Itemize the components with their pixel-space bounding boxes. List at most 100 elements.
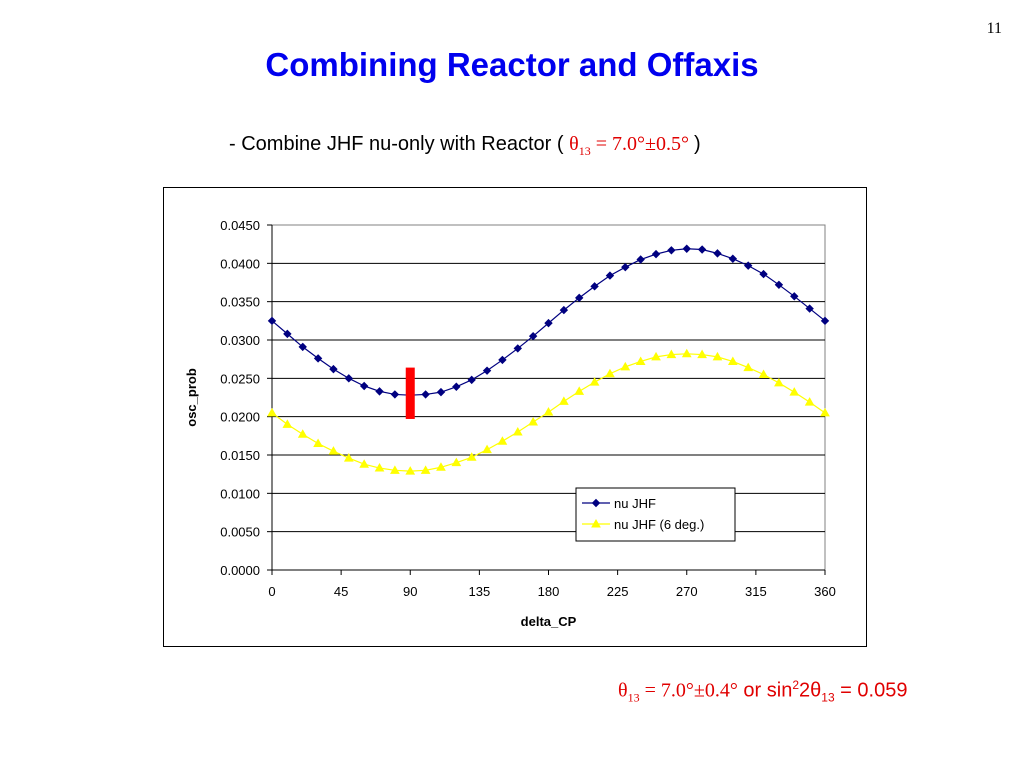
data-point-nu-jhf-6deg — [697, 349, 707, 359]
data-point-nu-jhf-6deg — [558, 396, 569, 405]
y-tick-label: 0.0050 — [220, 525, 260, 540]
legend-label-nu-jhf-6deg: nu JHF (6 deg.) — [614, 517, 704, 532]
chart-frame: 0.0000 0.0050 0.0100 0.0150 0.0200 0.0250 0.03… — [163, 187, 867, 647]
data-point-nu-jhf-6deg — [635, 356, 646, 365]
data-point-nu-jhf — [605, 271, 615, 280]
data-point-nu-jhf — [575, 293, 584, 303]
x-tick-label: 90 — [403, 584, 417, 599]
osc-prob-chart: 0.0000 0.0050 0.0100 0.0150 0.0200 0.0250 0.03… — [184, 218, 836, 629]
subtitle-theta-expression: θ13 = 7.0°±0.5° — [569, 133, 694, 158]
data-point-nu-jhf — [805, 304, 814, 313]
data-point-nu-jhf — [559, 305, 569, 315]
data-point-nu-jhf-6deg — [774, 377, 784, 387]
footnote-subscript: 13 — [821, 690, 835, 705]
x-tick-label: 0 — [268, 584, 275, 599]
data-point-nu-jhf — [682, 244, 691, 253]
data-point-nu-jhf-6deg — [359, 459, 370, 468]
data-point-nu-jhf — [329, 364, 338, 374]
data-point-nu-jhf — [697, 245, 707, 254]
footnote-superscript: 2 — [792, 678, 800, 692]
legend-label-nu-jhf: nu JHF — [614, 496, 656, 511]
data-point-nu-jhf — [667, 246, 676, 255]
data-point-nu-jhf-6deg — [420, 465, 431, 474]
y-tick-label: 0.0200 — [220, 410, 260, 425]
data-point-nu-jhf — [820, 316, 830, 326]
x-tick-label: 180 — [538, 584, 560, 599]
data-point-nu-jhf-6deg — [743, 362, 754, 372]
data-point-nu-jhf — [590, 282, 599, 291]
data-point-nu-jhf-6deg — [804, 397, 815, 406]
data-point-nu-jhf-6deg — [620, 361, 631, 371]
data-point-nu-jhf — [344, 374, 354, 383]
data-point-nu-jhf-6deg — [727, 356, 738, 365]
footnote-theta-symbol: θ — [618, 679, 628, 702]
data-point-nu-jhf — [390, 390, 400, 399]
data-point-nu-jhf-6deg — [589, 377, 600, 386]
data-point-nu-jhf — [743, 261, 753, 270]
data-point-nu-jhf — [728, 254, 738, 263]
data-point-nu-jhf-6deg — [267, 407, 277, 417]
data-point-nu-jhf-6deg — [497, 436, 508, 445]
data-point-nu-jhf — [482, 366, 492, 375]
data-point-nu-jhf — [513, 344, 522, 353]
data-point-nu-jhf-6deg — [297, 429, 308, 438]
data-point-nu-jhf — [528, 331, 538, 341]
theta13-error-bar — [405, 367, 415, 419]
y-tick-label: 0.0450 — [220, 218, 260, 233]
legend-marker-nu-jhf-6deg — [591, 518, 601, 528]
data-point-nu-jhf-6deg — [543, 407, 554, 416]
data-point-nu-jhf — [313, 354, 323, 363]
x-tick-label: 135 — [469, 584, 491, 599]
data-point-nu-jhf-6deg — [328, 446, 339, 455]
subtitle-theta-value: = 7.0°±0.5° — [590, 133, 694, 155]
page-number: 11 — [986, 20, 1002, 37]
footnote-theta-value: = 7.0°±0.4° — [639, 679, 738, 702]
data-point-nu-jhf — [621, 262, 630, 272]
data-point-nu-jhf-6deg — [651, 351, 661, 361]
data-point-nu-jhf-6deg — [313, 438, 323, 447]
x-tick-label: 225 — [607, 584, 629, 599]
subtitle-prefix: - Combine JHF nu-only with Reactor ( — [229, 133, 570, 155]
data-point-nu-jhf-6deg — [681, 348, 692, 358]
data-point-nu-jhf-6deg — [820, 407, 830, 417]
data-point-nu-jhf — [359, 381, 369, 391]
data-point-nu-jhf-6deg — [789, 387, 800, 396]
data-point-nu-jhf — [436, 387, 446, 397]
slide-title: Combining Reactor and Offaxis — [265, 46, 759, 83]
data-point-nu-jhf — [498, 355, 507, 365]
data-point-nu-jhf-6deg — [758, 369, 769, 378]
data-point-nu-jhf — [774, 280, 784, 290]
data-point-nu-jhf — [636, 255, 645, 264]
x-tick-label: 360 — [814, 584, 836, 599]
data-point-nu-jhf-6deg — [512, 426, 523, 436]
data-point-nu-jhf-6deg — [712, 351, 723, 361]
subtitle: - Combine JHF nu-only with Reactor ( θ13… — [229, 133, 701, 159]
data-point-nu-jhf — [452, 382, 461, 391]
data-point-nu-jhf-6deg — [374, 463, 385, 472]
y-tick-label: 0.0350 — [220, 295, 260, 310]
x-tick-label: 45 — [334, 584, 348, 599]
data-point-nu-jhf-6deg — [343, 453, 354, 462]
footnote-or-text: or sin — [737, 679, 793, 702]
data-point-nu-jhf — [375, 387, 384, 396]
y-tick-label: 0.0300 — [220, 333, 260, 348]
subtitle-suffix: ) — [693, 133, 701, 155]
data-point-nu-jhf-6deg — [574, 386, 585, 395]
data-point-nu-jhf-6deg — [605, 368, 615, 378]
footnote-theta-subscript: 13 — [627, 690, 640, 705]
legend-box — [575, 487, 736, 542]
y-tick-label: 0.0400 — [220, 256, 260, 271]
y-axis-title: osc_prob — [184, 368, 199, 427]
data-point-nu-jhf — [651, 249, 661, 259]
data-point-nu-jhf-6deg — [451, 457, 462, 467]
y-tick-label: 0.0000 — [220, 563, 260, 578]
data-point-nu-jhf — [467, 375, 476, 385]
y-tick-label: 0.0150 — [220, 448, 260, 463]
legend-marker-nu-jhf — [591, 498, 601, 508]
data-point-nu-jhf — [759, 269, 768, 279]
footnote-result: = 0.059 — [834, 679, 908, 702]
y-tick-label: 0.0100 — [220, 486, 260, 501]
data-point-nu-jhf-6deg — [405, 466, 416, 475]
footnote-two-theta: 2θ — [799, 679, 822, 702]
data-point-nu-jhf — [713, 249, 722, 258]
